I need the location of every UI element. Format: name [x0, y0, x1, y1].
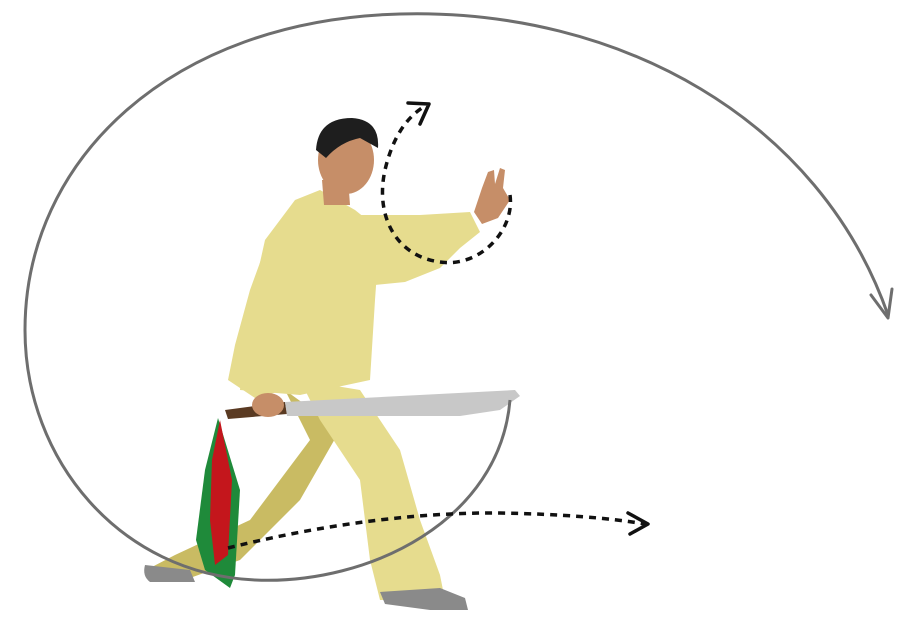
- hand-circle-arrowhead: [406, 101, 431, 126]
- practitioner-figure: [144, 118, 520, 610]
- large-sweep-arc-arrow: [23, 12, 890, 582]
- forward-step-arrowhead: [626, 511, 650, 536]
- hair: [316, 118, 379, 158]
- back-leg: [150, 390, 340, 580]
- raised-hand: [474, 168, 510, 224]
- large-arc-arrowhead: [869, 287, 894, 320]
- sword-arm: [228, 235, 292, 398]
- hand-circle-dashed-arrow: [380, 104, 513, 265]
- extended-arm: [350, 212, 480, 285]
- front-shoe: [380, 588, 468, 610]
- forward-step-dashed-arrow: [227, 511, 646, 550]
- grip-hand: [252, 393, 284, 417]
- scarf-red: [210, 420, 232, 565]
- back-shoe: [144, 565, 195, 582]
- movement-arrows: [23, 12, 894, 582]
- sword-blade: [285, 390, 520, 416]
